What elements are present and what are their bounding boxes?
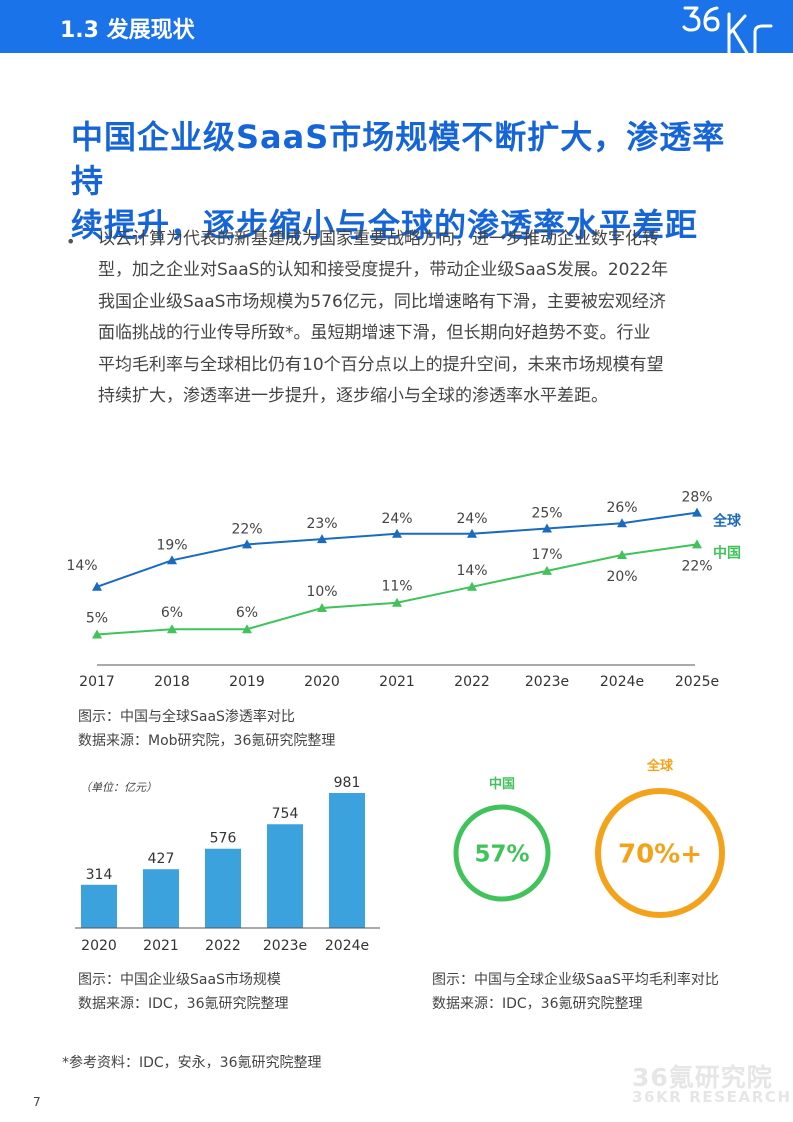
line-chart-data-label: 10% [306,584,337,600]
ring-chart-caption-source: 数据来源：IDC，36氪研究院整理 [432,996,643,1012]
ring-chart-caption-title: 图示：中国与全球企业级SaaS平均毛利率对比 [432,972,719,988]
main-title-line-2: 续提升，逐步缩小与全球的渗透率水平差距 [71,206,699,244]
gross-margin-ring-chart: 中国 57% 全球 70%+ [453,758,725,918]
bar [329,793,365,928]
bar-x-tick: 2020 [81,938,117,954]
main-title-line-1: 中国企业级SaaS市场规模不断扩大，渗透率持 [71,118,726,200]
line-chart-caption: 图示：中国与全球SaaS渗透率对比 数据来源：Mob研究院，36氪研究院整理 [78,705,335,753]
ring-label-china: 中国 [489,776,515,792]
line-chart-data-label: 14% [456,563,487,579]
line-chart-point [392,597,402,607]
line-chart-point [392,528,402,538]
watermark-cn: 36氪研究院 [632,1063,773,1092]
ring-value-china: 57% [474,841,529,867]
bar-value-label: 314 [86,867,113,883]
body-line-4: 面临挑战的行业传导所致*。虽短期增速下滑，但长期向好趋势不变。行业 [98,323,651,344]
main-title: 中国企业级SaaS市场规模不断扩大，渗透率持 续提升，逐步缩小与全球的渗透率水平… [71,115,751,247]
line-chart-data-label: 22% [231,521,262,537]
ring-chart-caption: 图示：中国与全球企业级SaaS平均毛利率对比 数据来源：IDC，36氪研究院整理 [432,968,719,1016]
line-chart-data-label: 24% [381,511,412,527]
bar [267,824,303,928]
bar [143,869,179,928]
bar [205,848,241,928]
line-chart-point [617,550,627,559]
line-chart-point [317,534,327,544]
line-chart-point [242,624,252,634]
body-paragraph: 以云计算为代表的新基建成为国家重要战略方向，进一步推动企业数字化转 型，加之企业… [98,224,728,412]
bullet-marker: • [66,232,76,251]
bar-value-label: 427 [148,851,175,867]
ring-value-global: 70%+ [618,839,702,869]
line-chart-caption-title: 图示：中国与全球SaaS渗透率对比 [78,709,295,725]
line-chart-x-tick: 2025e [675,674,719,690]
bar-value-label: 981 [334,775,361,791]
line-chart-x-tick: 2017 [79,674,115,690]
line-chart-data-label: 24% [456,511,487,527]
ring-global [595,788,725,918]
line-chart-point [167,555,177,565]
line-chart-x-tick: 2023e [525,674,569,690]
line-chart-data-label: 26% [606,500,637,516]
bar-chart-caption-source: 数据来源：IDC，36氪研究院整理 [78,996,289,1012]
body-line-1: 以云计算为代表的新基建成为国家重要战略方向，进一步推动企业数字化转 [98,229,659,249]
line-chart-point [167,624,177,634]
line-chart-data-label: 11% [381,579,412,595]
bar-chart-caption-title: 图示：中国企业级SaaS市场规模 [78,972,281,988]
line-chart-x-tick: 2018 [154,674,190,690]
line-chart-data-label: 6% [161,605,183,621]
header-bar: 1.3 发展现状 [0,0,793,53]
bar-x-tick: 2022 [205,938,241,954]
line-chart-caption-source: 数据来源：Mob研究院，36氪研究院整理 [78,733,336,749]
ring-china [453,804,551,902]
36kr-logo [682,6,773,53]
line-chart-data-label: 20% [606,569,637,585]
bar-x-tick: 2023e [263,938,307,954]
bar-value-label: 576 [210,831,237,847]
bar [81,884,117,928]
market-size-bar-chart: （单位：亿元） 314 2020 427 2021 576 2022 754 2023e 981 2… [75,775,380,954]
line-chart-point [542,523,552,533]
bar-x-tick: 2024e [325,938,369,954]
line-chart-x-tick: 2021 [379,674,415,690]
line-chart-point [467,581,477,591]
line-chart-data-label: 5% [86,611,108,627]
line-chart-point [467,528,477,538]
footnote: *参考资料：IDC，安永，36氪研究院整理 [62,1055,322,1071]
line-chart-x-tick: 2020 [304,674,340,690]
line-chart-point [242,539,252,549]
line-chart-point [317,603,327,612]
line-chart-point [692,539,702,549]
line-chart-point [617,518,627,528]
section-title: 1.3 发展现状 [60,18,195,43]
line-chart-point [542,565,552,575]
line-chart-point [92,581,102,591]
bar-chart-caption: 图示：中国企业级SaaS市场规模 数据来源：IDC，36氪研究院整理 [78,968,289,1016]
line-chart-x-tick: 2022 [454,674,490,690]
line-chart-point [692,507,702,517]
line-chart-point [92,629,102,639]
line-chart-data-label: 28% [681,490,712,506]
watermark-en: 36KR RESEARCH [632,1088,792,1106]
line-chart-data-label: 25% [531,506,562,522]
legend-global: 全球 [712,513,742,530]
ring-label-global: 全球 [646,758,674,774]
line-chart-data-label: 19% [156,537,187,553]
legend-china: 中国 [713,544,741,561]
bar-chart-unit-note: （单位：亿元） [80,781,157,794]
line-chart-data-label: 22% [681,558,712,574]
body-line-2: 型，加之企业对SaaS的认知和接受度提升，带动企业级SaaS发展。2022年 [98,260,669,281]
penetration-line-chart: 2017 2018 2019 2020 2021 2022 2023e 2024e 2025e 1… [66,490,742,690]
bar-value-label: 754 [272,806,299,822]
line-chart-data-label: 17% [531,547,562,563]
line-chart-data-label: 14% [66,558,97,574]
page-number: 7 [33,1095,41,1109]
body-line-3: 我国企业级SaaS市场规模为576亿元，同比增速略有下滑，主要被宏观经济 [98,291,666,312]
body-line-5: 平均毛利率与全球相比仍有10个百分点以上的提升空间，未来市场规模有望 [98,354,664,375]
line-chart-x-tick: 2024e [600,674,644,690]
body-line-6: 持续扩大，渗透率进一步提升，逐步缩小与全球的渗透率水平差距。 [98,386,608,407]
line-chart-x-tick: 2019 [229,674,265,690]
line-chart-data-label: 23% [306,516,337,532]
bar-x-tick: 2021 [143,938,179,954]
line-chart-data-label: 6% [236,605,258,621]
